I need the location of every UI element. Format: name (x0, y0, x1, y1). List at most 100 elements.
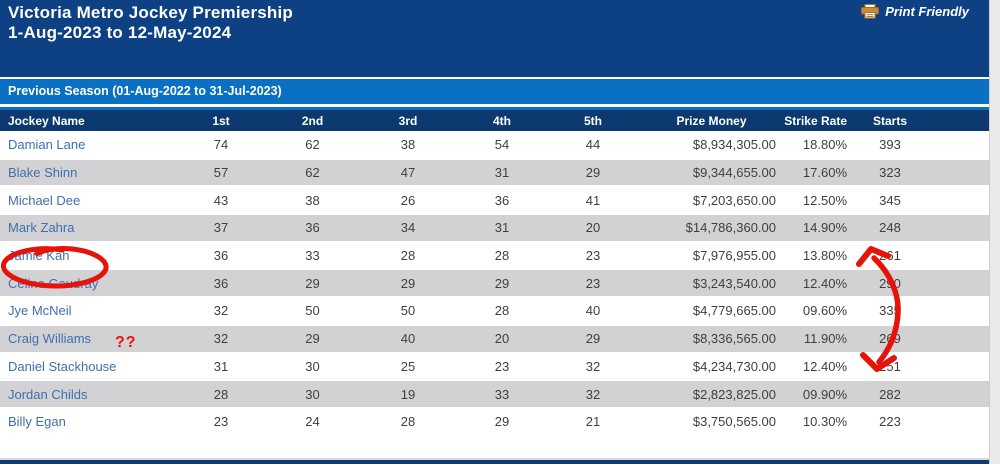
cell-1st: 28 (176, 380, 266, 409)
cell-starts: 393 (868, 131, 912, 160)
cell-4th: 29 (457, 269, 547, 299)
jockey-link[interactable]: Blake Shinn (8, 165, 78, 181)
jockey-name-cell: Craig Williams (0, 324, 176, 354)
column-header-2nd: 2nd (266, 110, 359, 131)
cell-starts: 335 (868, 297, 912, 326)
cell-strike-rate: 12.40% (784, 269, 868, 299)
cell-3rd: 29 (359, 269, 457, 299)
cell-3rd: 19 (359, 380, 457, 409)
premiership-table: Jockey Name 1st 2nd 3rd 4th 5th Prize Money Str… (0, 110, 989, 437)
table-row: Mark Zahra 37 36 34 31 20 $14,786,360.00 14.90%… (0, 214, 989, 243)
cell-3rd: 34 (359, 214, 457, 243)
cell-prize-money: $9,344,655.00 (639, 158, 784, 188)
jockey-name-cell: Blake Shinn (0, 158, 176, 188)
cell-4th: 54 (457, 131, 547, 160)
cell-spacer (912, 214, 989, 243)
jockey-link[interactable]: Celine Gaudray (8, 275, 99, 291)
jockey-link[interactable]: Billy Egan (8, 414, 66, 430)
jockey-link[interactable]: Jamie Kah (8, 248, 70, 264)
cell-spacer (912, 352, 989, 382)
jockey-link[interactable]: Daniel Stackhouse (8, 358, 117, 374)
cell-spacer (912, 380, 989, 409)
cell-2nd: 36 (266, 214, 359, 243)
bottom-navy-bar (0, 458, 989, 464)
cell-prize-money: $8,934,305.00 (639, 131, 784, 160)
cell-3rd: 26 (359, 186, 457, 216)
jockey-name-cell: Jamie Kah (0, 241, 176, 271)
cell-spacer (912, 158, 989, 188)
cell-1st: 32 (176, 297, 266, 326)
cell-starts: 345 (868, 186, 912, 216)
cell-spacer (912, 186, 989, 216)
jockey-name-cell: Daniel Stackhouse (0, 352, 176, 382)
page-header: Victoria Metro Jockey Premiership 1-Aug-… (0, 0, 989, 77)
jockey-link[interactable]: Craig Williams (8, 331, 92, 347)
table-row: Michael Dee 43 38 26 36 41 $7,203,650.00 12.50%… (0, 186, 989, 216)
column-header-5th: 5th (547, 110, 639, 131)
cell-2nd: 50 (266, 297, 359, 326)
previous-season-label: Previous Season (01-Aug-2022 to 31-Jul-2… (8, 84, 282, 98)
jockey-name-cell: Celine Gaudray (0, 269, 176, 299)
table-row: Blake Shinn 57 62 47 31 29 $9,344,655.00 17.60%… (0, 158, 989, 188)
cell-prize-money: $3,750,565.00 (639, 407, 784, 437)
jockey-name-cell: Jordan Childs (0, 380, 176, 409)
cell-spacer (912, 324, 989, 354)
cell-4th: 36 (457, 186, 547, 216)
cell-prize-money: $8,336,565.00 (639, 324, 784, 354)
page-right-margin (989, 0, 1000, 464)
cell-3rd: 28 (359, 407, 457, 437)
page-title-line2: 1-Aug-2023 to 12-May-2024 (8, 23, 232, 42)
table-row: Jordan Childs 28 30 19 33 32 $2,823,825.00 09.9… (0, 380, 989, 409)
cell-1st: 43 (176, 186, 266, 216)
cell-strike-rate: 11.90% (784, 324, 868, 354)
cell-strike-rate: 13.80% (784, 241, 868, 271)
cell-5th: 20 (547, 214, 639, 243)
print-friendly-label: Print Friendly (885, 4, 969, 19)
jockey-link[interactable]: Mark Zahra (8, 220, 75, 236)
cell-1st: 36 (176, 241, 266, 271)
cell-prize-money: $3,243,540.00 (639, 269, 784, 299)
jockey-link[interactable]: Jye McNeil (8, 303, 72, 319)
jockey-link[interactable]: Damian Lane (8, 136, 86, 152)
cell-5th: 21 (547, 407, 639, 437)
cell-prize-money: $14,786,360.00 (639, 214, 784, 243)
cell-4th: 28 (457, 241, 547, 271)
cell-3rd: 38 (359, 131, 457, 160)
cell-2nd: 33 (266, 241, 359, 271)
cell-5th: 29 (547, 158, 639, 188)
jockey-link[interactable]: Michael Dee (8, 192, 81, 208)
cell-5th: 41 (547, 186, 639, 216)
cell-3rd: 50 (359, 297, 457, 326)
previous-season-bar: Previous Season (01-Aug-2022 to 31-Jul-2… (0, 79, 989, 104)
cell-2nd: 24 (266, 407, 359, 437)
cell-2nd: 62 (266, 131, 359, 160)
cell-strike-rate: 18.80% (784, 131, 868, 160)
jockey-name-cell: Billy Egan (0, 407, 176, 437)
printer-icon (861, 4, 880, 19)
cell-2nd: 30 (266, 352, 359, 382)
cell-prize-money: $4,779,665.00 (639, 297, 784, 326)
print-friendly-link[interactable]: Print Friendly (861, 4, 969, 19)
cell-strike-rate: 12.40% (784, 352, 868, 382)
cell-strike-rate: 09.60% (784, 297, 868, 326)
cell-5th: 44 (547, 131, 639, 160)
table-row: Craig Williams 32 29 40 20 29 $8,336,565.00 11.… (0, 324, 989, 354)
cell-5th: 32 (547, 380, 639, 409)
cell-1st: 31 (176, 352, 266, 382)
column-header-prize-money: Prize Money (639, 110, 784, 131)
cell-2nd: 29 (266, 269, 359, 299)
cell-2nd: 30 (266, 380, 359, 409)
jockey-link[interactable]: Jordan Childs (8, 386, 88, 402)
cell-3rd: 25 (359, 352, 457, 382)
cell-1st: 57 (176, 158, 266, 188)
table-row: Celine Gaudray 36 29 29 29 23 $3,243,540.00 12.… (0, 269, 989, 299)
cell-4th: 33 (457, 380, 547, 409)
column-header-1st: 1st (176, 110, 266, 131)
cell-5th: 23 (547, 269, 639, 299)
cell-starts: 248 (868, 214, 912, 243)
cell-starts: 290 (868, 269, 912, 299)
cell-4th: 28 (457, 297, 547, 326)
column-header-strike-rate: Strike Rate (784, 110, 868, 131)
table-top-accent-line (0, 107, 989, 110)
